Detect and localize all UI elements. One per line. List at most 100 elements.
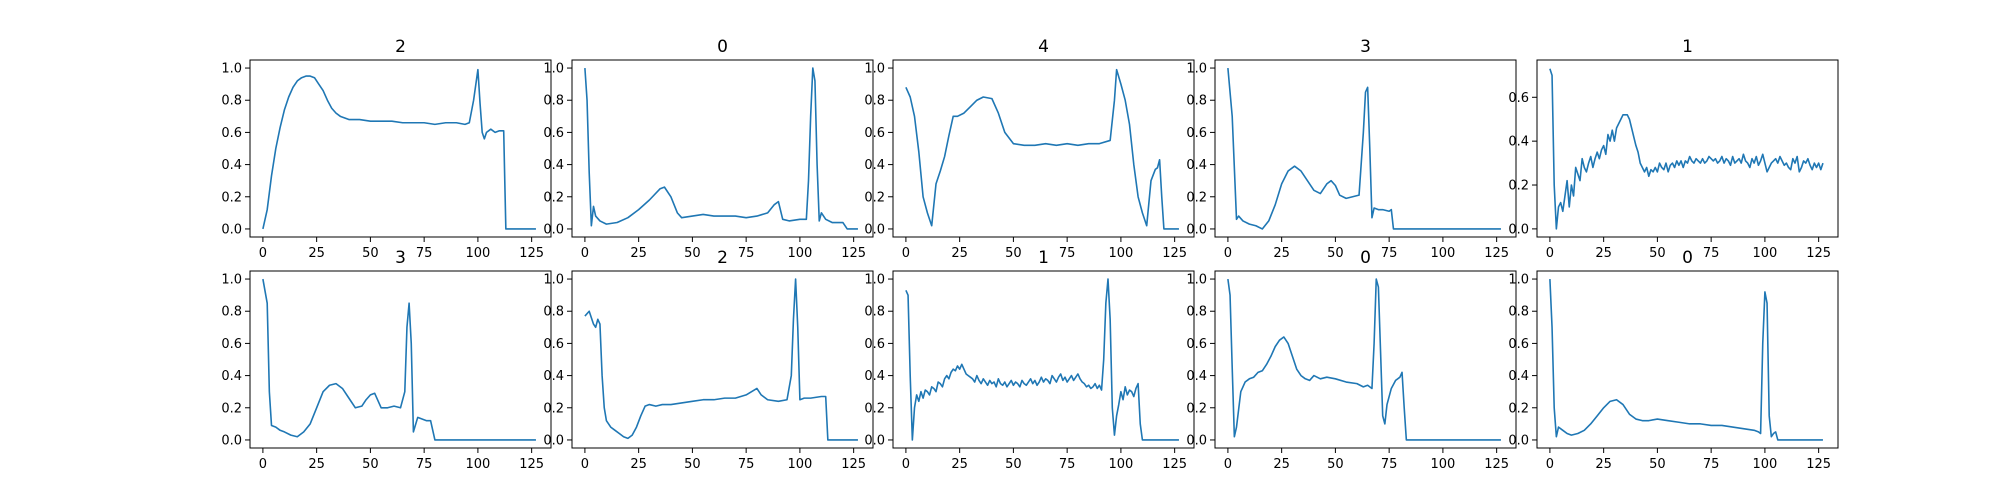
y-tick-label: 0.2 [1508, 179, 1529, 194]
y-tick-label: 0.8 [221, 94, 242, 109]
subplot-title: 3 [1360, 37, 1371, 57]
y-tick-label: 0.6 [864, 126, 885, 141]
y-tick-label: 0.6 [221, 126, 242, 141]
x-tick-label: 0 [902, 457, 910, 472]
y-tick-label: 1.0 [221, 62, 242, 77]
series-line [905, 278, 1179, 441]
subplot-2: 0 0 25 50 75 100 125 0.0 0.2 0.4 0.6 0.8 1.0 [543, 37, 874, 261]
x-tick-label: 25 [951, 246, 968, 261]
x-tick-label: 0 [259, 457, 267, 472]
y-tick-label: 0.8 [864, 305, 885, 320]
series-line [1227, 67, 1501, 230]
y-tick-label: 0.2 [864, 190, 885, 205]
x-tick-label: 75 [416, 457, 433, 472]
series-line [905, 68, 1179, 230]
x-tick-label: 0 [1224, 457, 1232, 472]
subplot-4: 3 0 25 50 75 100 125 0.0 0.2 0.4 0.6 0.8 1.0 [1186, 37, 1517, 261]
x-tick-label: 25 [1273, 246, 1290, 261]
y-tick-label: 0.0 [1508, 222, 1529, 237]
axes-frame [571, 270, 874, 449]
subplot-title: 4 [1038, 37, 1049, 57]
subplot-title: 1 [1038, 248, 1049, 268]
subplot-1: 2 0 25 50 75 100 125 0.0 0.2 0.4 0.6 0.8 1.0 [221, 37, 552, 261]
axes-frame [1214, 270, 1517, 449]
series-line [584, 278, 858, 441]
y-tick-label: 0.6 [1186, 337, 1207, 352]
x-tick-label: 50 [684, 246, 701, 261]
y-tick-label: 0.4 [864, 369, 885, 384]
x-tick-label: 0 [902, 246, 910, 261]
y-tick-label: 0.8 [543, 94, 564, 109]
subplot-5: 1 0 25 50 75 100 125 0.0 0.2 0.4 0.6 [1508, 37, 1839, 261]
x-tick-label: 125 [1484, 457, 1509, 472]
x-tick-label: 125 [841, 246, 866, 261]
x-tick-label: 0 [1546, 246, 1554, 261]
x-tick-label: 50 [1649, 457, 1666, 472]
y-tick-label: 0.0 [543, 433, 564, 448]
subplot-title: 3 [395, 248, 406, 268]
x-tick-label: 100 [1430, 246, 1455, 261]
y-tick-label: 0.6 [543, 126, 564, 141]
subplot-7: 2 0 25 50 75 100 125 0.0 0.2 0.4 0.6 0.8 1.0 [543, 248, 874, 472]
series-line [1549, 279, 1823, 441]
subplot-6: 3 0 25 50 75 100 125 0.0 0.2 0.4 0.6 0.8 1.0 [221, 248, 552, 472]
y-tick-label: 0.8 [221, 305, 242, 320]
y-tick-label: 0.6 [221, 337, 242, 352]
x-tick-label: 50 [362, 457, 379, 472]
x-tick-label: 0 [581, 246, 589, 261]
y-tick-label: 1.0 [221, 273, 242, 288]
series-line [584, 67, 858, 230]
x-tick-label: 50 [1327, 457, 1344, 472]
y-tick-label: 0.2 [864, 401, 885, 416]
x-tick-label: 100 [1752, 246, 1777, 261]
y-tick-label: 0.2 [543, 190, 564, 205]
y-tick-label: 1.0 [864, 62, 885, 77]
x-tick-label: 25 [951, 457, 968, 472]
x-tick-label: 50 [1649, 246, 1666, 261]
x-tick-label: 75 [1381, 457, 1398, 472]
x-tick-label: 125 [1806, 457, 1831, 472]
x-tick-label: 125 [519, 246, 544, 261]
axes-frame [1214, 59, 1517, 238]
y-tick-label: 0.4 [1186, 369, 1207, 384]
y-tick-label: 0.8 [1508, 305, 1529, 320]
x-tick-label: 0 [581, 457, 589, 472]
subplot-title: 0 [1682, 248, 1693, 268]
x-tick-label: 100 [787, 246, 812, 261]
x-tick-label: 100 [1430, 457, 1455, 472]
x-tick-label: 75 [1703, 246, 1720, 261]
y-tick-label: 0.8 [1186, 305, 1207, 320]
y-tick-label: 0.8 [543, 305, 564, 320]
y-tick-label: 0.4 [1186, 158, 1207, 173]
axes-frame [249, 59, 552, 238]
y-tick-label: 0.4 [864, 158, 885, 173]
x-tick-label: 125 [1484, 246, 1509, 261]
subplot-8: 1 0 25 50 75 100 125 0.0 0.2 0.4 0.6 0.8 1.0 [864, 248, 1195, 472]
x-tick-label: 25 [630, 457, 647, 472]
y-tick-label: 1.0 [1186, 273, 1207, 288]
x-tick-label: 100 [1752, 457, 1777, 472]
x-tick-label: 50 [362, 246, 379, 261]
x-tick-label: 25 [1595, 457, 1612, 472]
y-tick-label: 0.4 [543, 158, 564, 173]
x-tick-label: 100 [465, 457, 490, 472]
x-tick-label: 100 [1108, 246, 1133, 261]
y-tick-label: 0.0 [1508, 433, 1529, 448]
x-tick-label: 25 [1273, 457, 1290, 472]
x-tick-label: 0 [259, 246, 267, 261]
y-tick-label: 0.0 [864, 433, 885, 448]
y-tick-label: 0.4 [543, 369, 564, 384]
y-tick-label: 0.6 [543, 337, 564, 352]
subplot-title: 2 [395, 37, 406, 57]
x-tick-label: 50 [1327, 246, 1344, 261]
y-tick-label: 0.0 [864, 222, 885, 237]
y-tick-label: 0.2 [1508, 401, 1529, 416]
y-tick-label: 0.2 [1186, 401, 1207, 416]
x-tick-label: 75 [738, 457, 755, 472]
subplot-10: 0 0 25 50 75 100 125 0.0 0.2 0.4 0.6 0.8 1.0 [1508, 248, 1839, 472]
subplot-3: 4 0 25 50 75 100 125 0.0 0.2 0.4 0.6 0.8 1.0 [864, 37, 1195, 261]
y-tick-label: 0.8 [864, 94, 885, 109]
y-tick-label: 0.0 [1186, 433, 1207, 448]
